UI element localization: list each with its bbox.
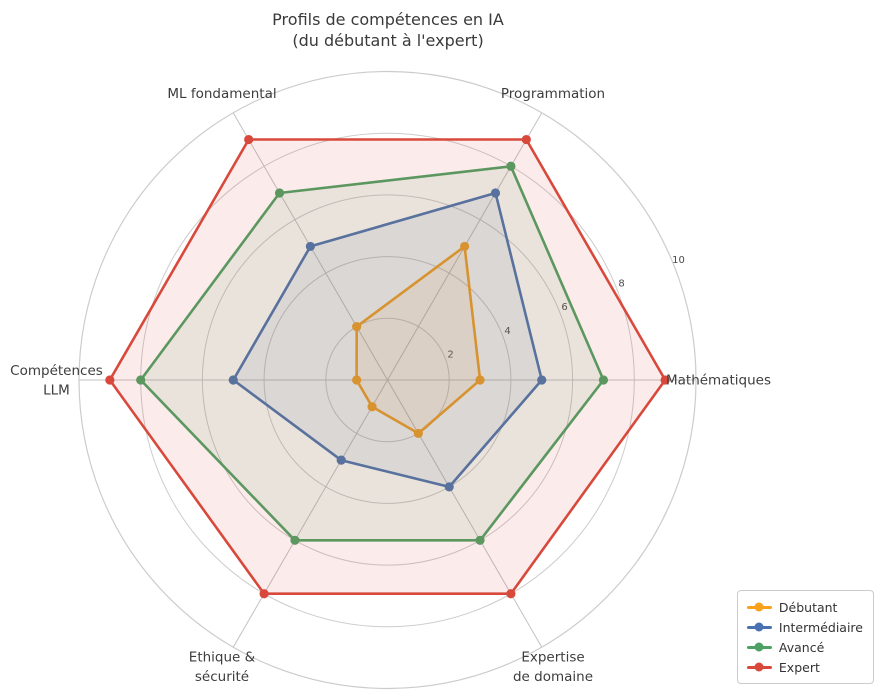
- radial-tick-label: 6: [561, 302, 567, 313]
- data-point: [244, 134, 254, 145]
- series-polygon-expert: [108, 138, 667, 596]
- chart-title-line2: (du débutant à l'expert): [292, 31, 484, 50]
- legend-marker-line: [746, 642, 772, 652]
- legend-marker-dot: [754, 662, 764, 672]
- data-point: [228, 375, 238, 385]
- axis-spoke: [232, 379, 388, 648]
- data-point: [136, 375, 146, 385]
- data-point: [274, 188, 285, 198]
- chart-title-line1: Profils de compétences en IA: [272, 10, 504, 29]
- radial-tick-label: 8: [618, 279, 624, 290]
- category-label: Expertise de domaine: [513, 650, 593, 686]
- category-label: Mathématiques: [666, 373, 771, 389]
- legend-item-label: Expert: [778, 659, 820, 675]
- legend-item: Débutant: [746, 597, 863, 617]
- data-point: [259, 589, 269, 599]
- category-label: Compétences LLM: [10, 363, 103, 399]
- data-point: [475, 375, 485, 385]
- data-point: [352, 321, 362, 332]
- category-label: Ethique & sécurité: [189, 650, 256, 686]
- data-point: [444, 482, 454, 492]
- data-point: [105, 375, 115, 385]
- category-label: Programmation: [501, 86, 605, 102]
- chart-title: Profils de compétences en IA (du débutan…: [272, 9, 504, 51]
- data-point: [490, 188, 501, 198]
- data-point: [660, 375, 670, 385]
- legend-marker-line: [746, 662, 772, 672]
- legend-marker-dot: [754, 622, 764, 632]
- data-point: [336, 455, 346, 465]
- radial-tick-label: 4: [504, 326, 510, 337]
- data-point: [352, 375, 362, 385]
- data-point: [460, 241, 470, 252]
- legend-marker-dot: [754, 642, 764, 652]
- legend-marker-line: [746, 602, 772, 612]
- legend: Débutant Intermédiaire Avancé Expert: [736, 590, 874, 684]
- legend-item-label: Débutant: [778, 599, 838, 615]
- legend-item: Intermédiaire: [746, 617, 863, 637]
- data-point: [521, 134, 531, 145]
- data-point: [537, 375, 547, 385]
- radial-tick-label: 2: [447, 349, 453, 360]
- legend-marker-line: [746, 622, 772, 632]
- axis-spoke: [387, 379, 543, 648]
- data-point: [413, 428, 423, 439]
- legend-item: Expert: [746, 657, 863, 677]
- legend-item-label: Intermédiaire: [778, 619, 863, 635]
- data-point: [475, 535, 485, 545]
- radial-tick-label: 10: [672, 255, 685, 266]
- data-point: [305, 241, 315, 252]
- legend-item-label: Avancé: [778, 639, 825, 655]
- data-point: [506, 589, 516, 599]
- data-point: [598, 375, 609, 385]
- data-point: [290, 535, 300, 545]
- legend-marker-dot: [754, 602, 764, 612]
- data-point: [367, 402, 377, 412]
- category-label: ML fondamental: [167, 86, 276, 102]
- legend-item: Avancé: [746, 637, 863, 657]
- data-point: [506, 161, 516, 171]
